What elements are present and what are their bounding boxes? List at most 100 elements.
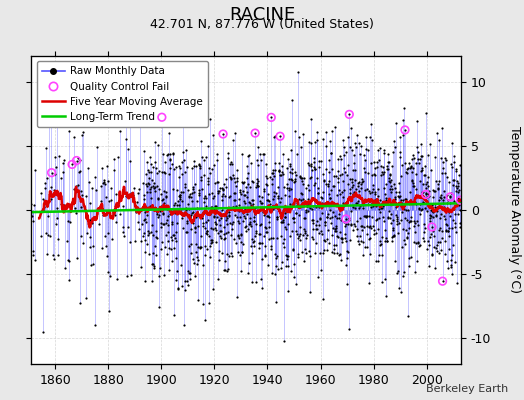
Point bbox=[280, 192, 289, 198]
Point bbox=[396, 289, 405, 295]
Point bbox=[321, 181, 330, 187]
Point bbox=[364, 147, 372, 154]
Point bbox=[216, 185, 224, 192]
Point bbox=[238, 241, 247, 247]
Point bbox=[333, 215, 341, 221]
Point bbox=[398, 200, 407, 206]
Point bbox=[325, 169, 333, 176]
Point bbox=[372, 202, 380, 209]
Point bbox=[134, 190, 143, 196]
Point bbox=[415, 204, 423, 211]
Point bbox=[304, 160, 313, 166]
Point bbox=[141, 278, 149, 284]
Point bbox=[350, 152, 358, 158]
Point bbox=[280, 214, 289, 220]
Point bbox=[315, 230, 324, 236]
Point bbox=[202, 194, 210, 201]
Point bbox=[358, 178, 367, 184]
Point bbox=[145, 251, 153, 257]
Point bbox=[427, 213, 435, 220]
Point bbox=[168, 258, 176, 264]
Point bbox=[426, 215, 434, 222]
Point bbox=[289, 219, 298, 226]
Point bbox=[384, 151, 392, 157]
Point bbox=[224, 194, 233, 200]
Point bbox=[221, 235, 230, 241]
Point bbox=[304, 186, 313, 193]
Point bbox=[389, 226, 398, 233]
Point bbox=[311, 250, 320, 256]
Point bbox=[280, 235, 289, 242]
Point bbox=[230, 172, 238, 178]
Point bbox=[122, 136, 130, 143]
Point bbox=[455, 162, 464, 168]
Point bbox=[286, 232, 294, 239]
Point bbox=[401, 241, 409, 247]
Point bbox=[434, 185, 443, 192]
Point bbox=[277, 172, 286, 178]
Point bbox=[88, 185, 96, 191]
Point bbox=[269, 173, 278, 180]
Point bbox=[353, 233, 362, 239]
Point bbox=[177, 198, 185, 204]
Point bbox=[283, 252, 291, 259]
Point bbox=[348, 176, 356, 182]
Point bbox=[74, 169, 83, 176]
Point bbox=[156, 208, 164, 215]
Point bbox=[314, 184, 323, 191]
Point bbox=[402, 227, 410, 234]
Point bbox=[258, 200, 266, 206]
Point bbox=[271, 160, 280, 166]
Point bbox=[163, 217, 171, 224]
Point bbox=[216, 211, 224, 217]
Point bbox=[209, 226, 217, 232]
Point bbox=[170, 232, 178, 238]
Point bbox=[446, 262, 455, 268]
Point bbox=[237, 232, 245, 238]
Point bbox=[418, 152, 427, 159]
Point bbox=[292, 210, 300, 216]
Point bbox=[283, 184, 291, 191]
Point bbox=[444, 233, 453, 240]
Point bbox=[188, 183, 196, 190]
Point bbox=[179, 224, 187, 231]
Point bbox=[346, 237, 355, 244]
Point bbox=[228, 253, 236, 259]
Point bbox=[362, 212, 370, 219]
Point bbox=[276, 199, 285, 206]
Point bbox=[394, 221, 402, 228]
Point bbox=[440, 204, 449, 210]
Point bbox=[70, 185, 78, 192]
Point bbox=[221, 217, 230, 223]
Point bbox=[376, 145, 384, 151]
Point bbox=[232, 183, 241, 190]
Point bbox=[201, 193, 209, 200]
Point bbox=[312, 226, 320, 232]
Point bbox=[405, 218, 413, 225]
Point bbox=[406, 218, 414, 224]
Point bbox=[436, 239, 444, 245]
Point bbox=[192, 248, 201, 255]
Point bbox=[368, 137, 376, 144]
Point bbox=[336, 228, 344, 235]
Point bbox=[442, 221, 450, 228]
Point bbox=[192, 241, 200, 247]
Point bbox=[202, 218, 210, 225]
Point bbox=[403, 313, 412, 320]
Point bbox=[203, 230, 211, 237]
Point bbox=[355, 151, 364, 157]
Point bbox=[412, 186, 421, 192]
Point bbox=[413, 148, 422, 155]
Point bbox=[300, 201, 309, 208]
Point bbox=[184, 268, 192, 274]
Point bbox=[241, 191, 249, 198]
Point bbox=[416, 242, 424, 248]
Point bbox=[243, 163, 252, 169]
Point bbox=[263, 175, 271, 181]
Point bbox=[370, 227, 379, 234]
Point bbox=[263, 228, 271, 235]
Point bbox=[169, 232, 177, 238]
Point bbox=[305, 175, 314, 182]
Point bbox=[367, 172, 376, 178]
Point bbox=[293, 151, 301, 157]
